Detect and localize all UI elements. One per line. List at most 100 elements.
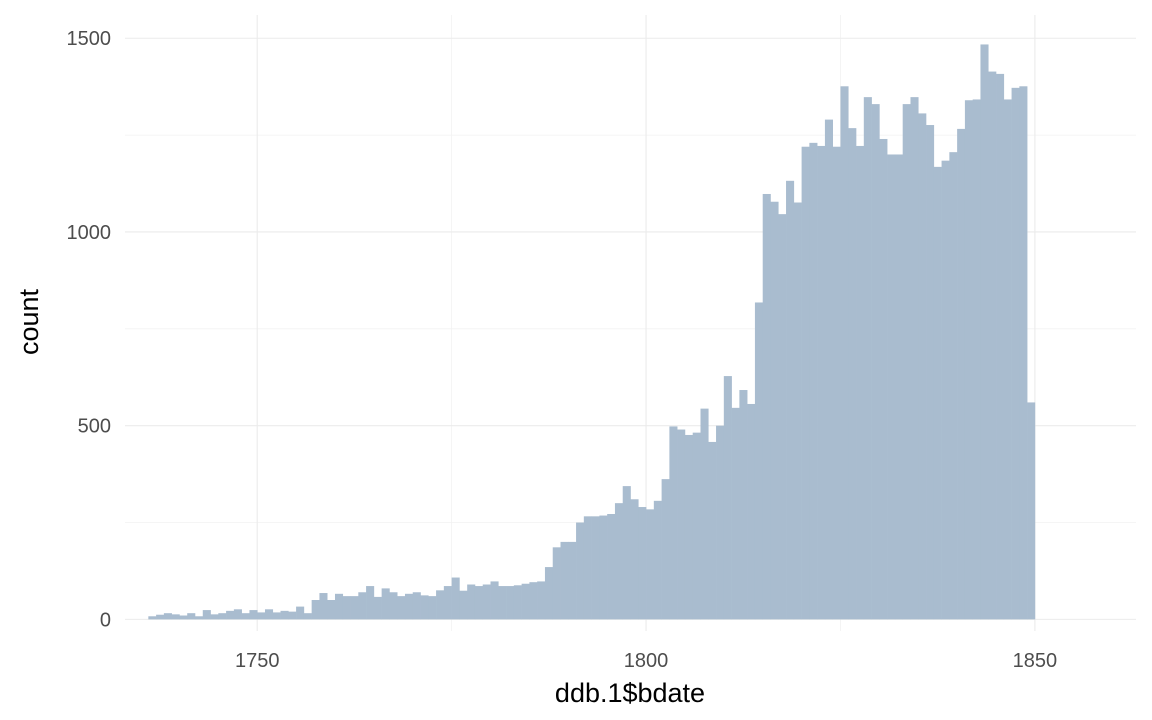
histogram-bar (334, 593, 344, 620)
histogram-bar (327, 600, 336, 620)
histogram-bar (537, 581, 546, 620)
histogram-bar (879, 138, 888, 620)
histogram-bar (754, 302, 764, 620)
histogram-bar (591, 516, 600, 620)
histogram-bar (832, 146, 841, 620)
histogram-bar (902, 104, 911, 620)
histogram-bar (996, 73, 1005, 620)
histogram-bar (148, 616, 157, 620)
histogram-bar (443, 586, 452, 620)
histogram-bar (739, 390, 748, 620)
histogram-bar (163, 613, 172, 620)
histogram-bar (677, 429, 686, 620)
histogram-bar (910, 97, 919, 620)
histogram-bar (404, 593, 414, 620)
x-tick-label: 1800 (624, 650, 669, 672)
histogram-bar (303, 613, 312, 620)
histogram-bar (856, 145, 865, 620)
histogram-bar (933, 166, 942, 620)
histogram-bar (863, 97, 872, 620)
histogram-bar (700, 408, 709, 620)
histogram-bar (241, 613, 250, 620)
histogram-bar (684, 434, 694, 620)
histogram-bar (513, 585, 522, 620)
histogram-bar (988, 71, 997, 620)
histogram-bar (342, 596, 351, 620)
histogram-bar (544, 567, 554, 620)
histogram-bar (412, 592, 421, 620)
x-tick-label: 1850 (1013, 650, 1058, 672)
histogram-bar (506, 586, 515, 620)
histogram-bar (498, 586, 507, 620)
histogram-bar (467, 584, 476, 620)
histogram-bar (614, 503, 624, 620)
histogram-bar (490, 581, 499, 620)
histogram-bar (187, 613, 196, 620)
histogram-bar (226, 610, 235, 620)
histogram-bar (202, 610, 211, 620)
histogram-bar (210, 614, 219, 620)
histogram-bar (599, 515, 608, 620)
histogram-bar (288, 611, 297, 620)
histogram-bar (296, 606, 305, 620)
histogram-bar (521, 583, 530, 620)
histogram-bar (366, 586, 375, 620)
histogram-bar (646, 509, 655, 620)
x-axis-tick-labels: 1750 1800 1850 (235, 650, 1057, 672)
y-axis-title: count (14, 288, 44, 355)
histogram-bar (786, 180, 795, 620)
histogram-bar (980, 44, 989, 620)
histogram-bar (801, 146, 810, 620)
histogram-bar (459, 590, 468, 620)
histogram-bar (171, 614, 180, 620)
histogram-bar (778, 214, 787, 620)
histogram-bar (770, 201, 779, 620)
y-axis-tick-labels: 0 500 1000 1500 (67, 28, 112, 631)
histogram-bar (708, 441, 717, 620)
histogram-bar (194, 616, 204, 620)
histogram-bar (669, 426, 678, 620)
histogram-bar (848, 128, 857, 620)
y-tick-label: 500 (78, 416, 111, 438)
histogram-bar (474, 586, 484, 620)
histogram-bar (949, 152, 958, 620)
histogram-bar (249, 610, 258, 620)
histogram-bar (272, 612, 281, 620)
histogram-bar (762, 193, 771, 620)
histogram-bar (428, 596, 437, 620)
x-tick-label: 1750 (235, 650, 280, 672)
histogram-bar (373, 596, 382, 620)
histogram-bar (560, 541, 569, 620)
histogram-bar (1019, 86, 1028, 620)
histogram-bar (1003, 99, 1012, 620)
histogram-bar (964, 100, 973, 620)
histogram-bar (568, 541, 577, 620)
histogram-bar (233, 609, 242, 620)
y-tick-label: 1000 (67, 222, 112, 244)
histogram-bar (941, 160, 950, 620)
histogram-bar (824, 119, 833, 620)
histogram-bar (793, 202, 802, 620)
histogram-bar (311, 600, 320, 620)
histogram-bar (918, 113, 927, 620)
y-tick-label: 0 (100, 609, 111, 631)
histogram-bar (420, 595, 429, 620)
histogram-bar (716, 425, 725, 620)
histogram-bar (350, 596, 359, 620)
histogram-bar (926, 125, 935, 620)
histogram-bar (451, 577, 460, 620)
histogram-bar (280, 610, 289, 620)
histogram-bar (436, 590, 445, 620)
histogram-bar (887, 154, 896, 620)
y-tick-label: 1500 (67, 28, 112, 50)
histogram-bar (179, 615, 188, 620)
histogram-bar (529, 582, 538, 620)
histogram-bar (638, 507, 647, 620)
histogram-bar (809, 142, 818, 620)
histogram-bar (747, 403, 756, 620)
histogram-bar (218, 613, 227, 620)
histogram-bar (607, 513, 616, 620)
histogram-bar (156, 614, 165, 620)
histogram-bar (692, 432, 701, 620)
